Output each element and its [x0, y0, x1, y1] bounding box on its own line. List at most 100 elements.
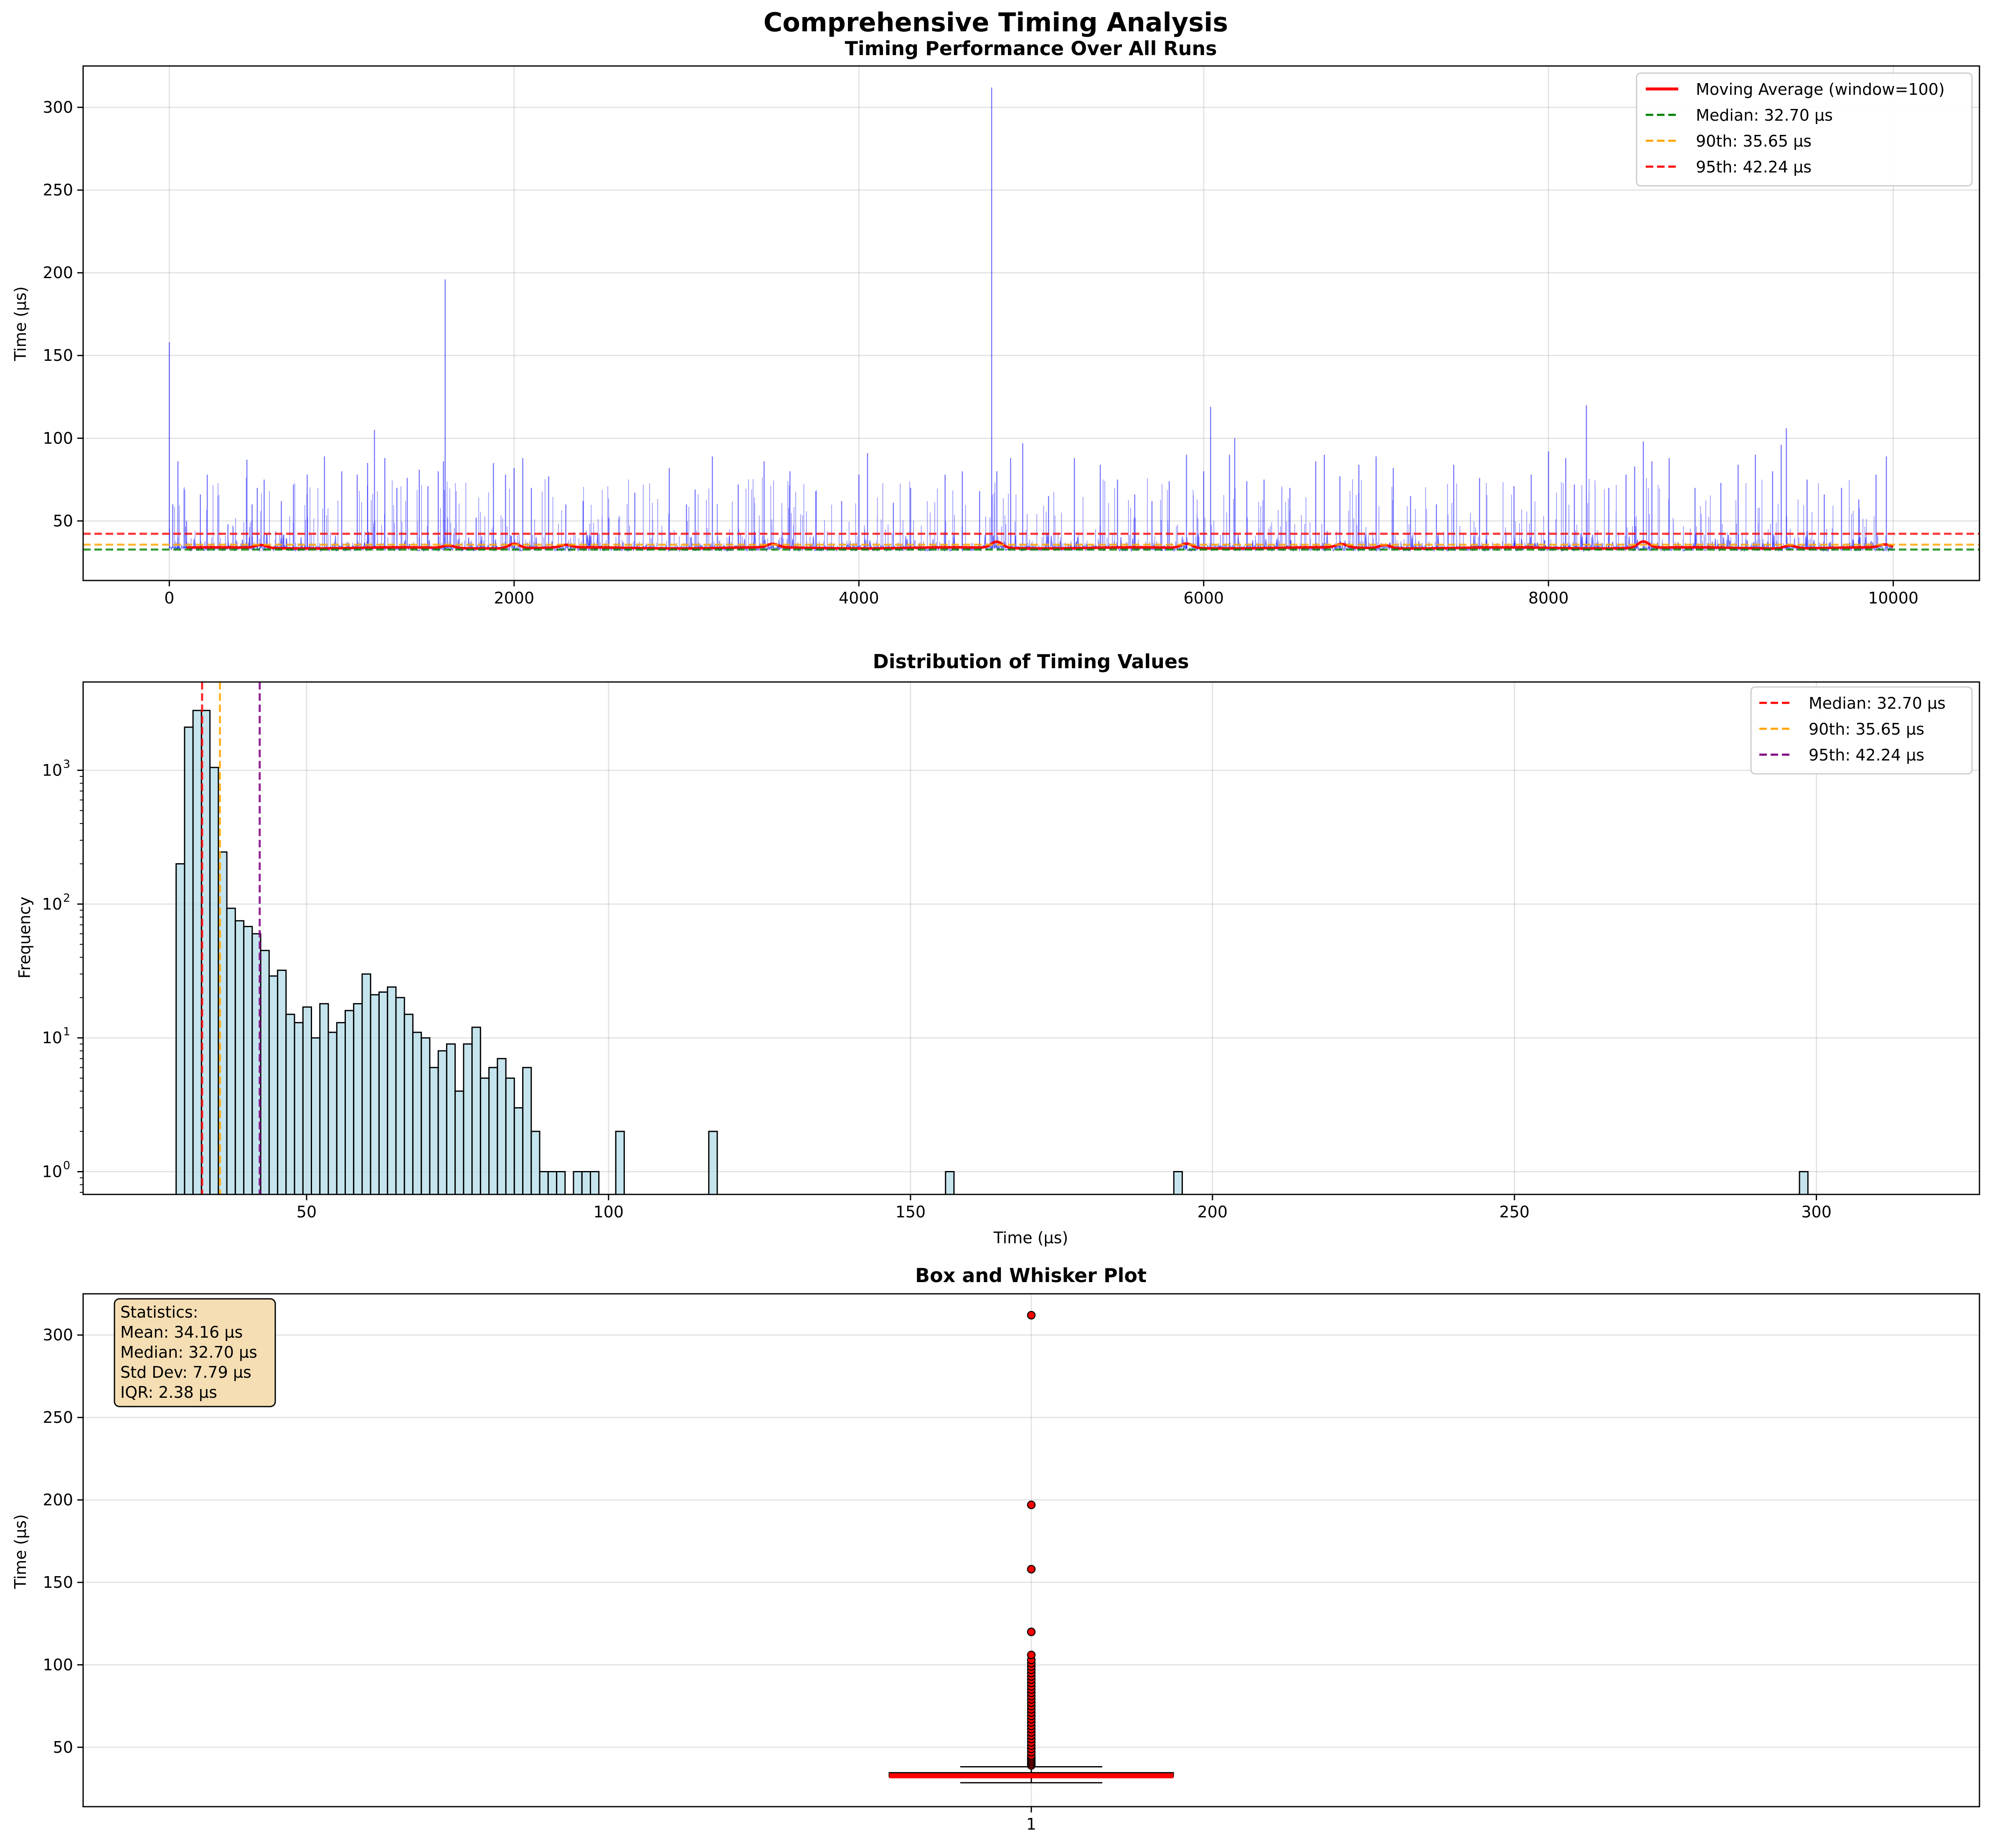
histogram-bar — [311, 1037, 321, 1195]
panel1-x-tick-label: 10000 — [1868, 589, 1918, 607]
panel1-y-tick-label: 50 — [53, 512, 73, 530]
histogram-bar — [1799, 1171, 1809, 1195]
panel2-xlabel: Time (µs) — [993, 1229, 1068, 1247]
panel3-y-tick-label: 250 — [43, 1408, 73, 1427]
histogram-bar — [234, 920, 245, 1195]
panel-timing-performance: Timing Performance Over All Runs Time (µ… — [11, 37, 1980, 607]
histogram-bar — [497, 1058, 507, 1195]
outlier-point — [1027, 1311, 1036, 1320]
panel2-y-tick-exponent: 3 — [63, 758, 70, 771]
histogram-bar — [1173, 1171, 1183, 1195]
outlier-point — [1027, 1650, 1036, 1659]
panel-distribution: Distribution of Timing Values Frequency … — [15, 650, 1980, 1247]
histogram-bar — [412, 1032, 422, 1195]
histogram-bar — [539, 1171, 549, 1195]
histogram-bar — [429, 1067, 439, 1195]
panel3-y-tick-label: 200 — [43, 1491, 73, 1509]
legend-95th-label: 95th: 42.24 µs — [1696, 158, 1812, 176]
histogram-bar — [251, 933, 261, 1195]
histogram-bar — [573, 1171, 583, 1195]
histogram-bar — [387, 986, 397, 1195]
moving-average-line — [186, 540, 1894, 550]
panel2-frame — [82, 681, 1980, 1195]
stats-std-dev: Std Dev: 7.79 µs — [120, 1363, 251, 1382]
histogram-bar — [243, 926, 253, 1195]
panel1-x-tick-label: 2000 — [494, 589, 534, 607]
panel3-y-tick-label: 300 — [43, 1326, 73, 1344]
histogram-bar — [480, 1077, 490, 1195]
panel2-title: Distribution of Timing Values — [873, 650, 1189, 673]
histogram-bar — [226, 908, 236, 1195]
histogram-bar — [590, 1171, 600, 1195]
histogram-bar — [471, 1027, 481, 1195]
histogram-bar — [302, 1006, 312, 1195]
panel2-y-tick-exponent: 0 — [63, 1159, 70, 1172]
histogram-bar — [175, 863, 185, 1195]
histogram-bar — [530, 1131, 541, 1195]
panel1-plot-area — [83, 87, 1979, 553]
panel1-ticks: 0 2000 4000 6000 8000 10000 50 100 150 200 250 300 — [43, 98, 1918, 607]
panel2-y-tick-label: 10 — [42, 1029, 62, 1047]
panel1-title: Timing Performance Over All Runs — [845, 37, 1217, 60]
panel3-ylabel: Time (µs) — [11, 1514, 30, 1589]
panel1-x-tick-label: 8000 — [1528, 589, 1569, 607]
panel1-x-tick-label: 6000 — [1183, 589, 1224, 607]
histogram-bar — [708, 1131, 718, 1195]
histogram-bar — [945, 1171, 955, 1195]
statistics-box: Statistics: Mean: 34.16 µs Median: 32.70… — [114, 1298, 276, 1407]
panel1-y-tick-label: 250 — [43, 181, 73, 199]
panel2-x-tick-label: 300 — [1801, 1203, 1832, 1221]
histogram-bar — [547, 1171, 558, 1195]
panel3-y-tick-label: 150 — [43, 1573, 73, 1592]
legend-hist-median-label: Median: 32.70 µs — [1809, 694, 1946, 712]
histogram-bar — [581, 1171, 591, 1195]
histogram-bar — [209, 767, 219, 1195]
histogram-bar — [294, 1022, 304, 1195]
panel2-ylabel: Frequency — [15, 897, 34, 979]
histogram-bar — [403, 1014, 414, 1195]
outlier-point — [1027, 1627, 1036, 1636]
stats-iqr: IQR: 2.38 µs — [120, 1383, 217, 1402]
panel1-legend: Moving Average (window=100) Median: 32.7… — [1636, 72, 1973, 187]
histogram-bar — [395, 997, 405, 1195]
histogram-bar — [446, 1043, 456, 1195]
panel1-x-tick-label: 0 — [164, 589, 174, 607]
panel-box-whisker: Box and Whisker Plot Time (µs) 50 100 150 2… — [11, 1264, 1980, 1833]
histogram-bar — [421, 1037, 431, 1195]
histogram-bar — [192, 710, 202, 1195]
histogram-bar — [454, 1090, 464, 1195]
histogram-bar — [378, 991, 388, 1195]
panel3-y-tick-label: 100 — [43, 1655, 73, 1674]
panel3-title: Box and Whisker Plot — [915, 1264, 1147, 1287]
panel2-x-tick-label: 100 — [594, 1203, 624, 1221]
histogram-bar — [556, 1171, 566, 1195]
panel2-y-tick-label: 10 — [42, 895, 62, 913]
panel3-ticks: 50 100 150 200 250 300 1 — [43, 1326, 1036, 1833]
panel1-ylabel: Time (µs) — [11, 286, 30, 362]
stats-mean: Mean: 34.16 µs — [120, 1323, 243, 1341]
panel1-frame — [82, 65, 1980, 581]
panel3-x-tick-label: 1 — [1026, 1815, 1036, 1833]
histogram-bar — [353, 1003, 363, 1195]
panel2-y-tick-exponent: 2 — [63, 892, 70, 905]
histogram-bar — [277, 969, 287, 1195]
histogram-bar — [319, 1003, 329, 1195]
histogram-bar — [513, 1107, 524, 1195]
histogram-bar — [522, 1067, 532, 1195]
panel1-y-tick-label: 150 — [43, 346, 73, 365]
histogram-bar — [463, 1043, 473, 1195]
stats-heading: Statistics: — [120, 1303, 198, 1321]
histogram-bar — [336, 1022, 346, 1195]
panel1-y-tick-label: 100 — [43, 429, 73, 447]
panel2-x-tick-label: 150 — [896, 1203, 926, 1221]
histogram-bar — [615, 1131, 625, 1195]
histogram-bar — [184, 726, 194, 1195]
panel3-frame — [82, 1293, 1980, 1807]
panel1-x-tick-label: 4000 — [839, 589, 879, 607]
panel2-x-tick-label: 250 — [1499, 1203, 1530, 1221]
panel2-y-tick-label: 10 — [42, 761, 62, 779]
histogram-bar — [345, 1010, 355, 1195]
histogram-bar — [268, 975, 278, 1195]
panel1-y-tick-label: 300 — [43, 98, 73, 117]
legend-hist-90th-label: 90th: 35.65 µs — [1809, 720, 1924, 738]
